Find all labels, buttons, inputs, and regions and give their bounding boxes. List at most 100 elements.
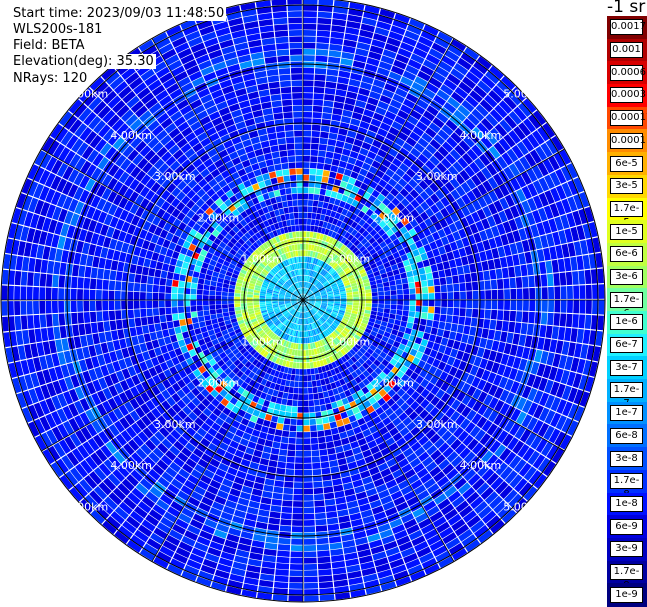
ppi-cell (454, 257, 463, 267)
ppi-cell (387, 242, 395, 250)
ppi-cell (540, 142, 553, 158)
ppi-cell (597, 268, 604, 284)
ppi-cell (332, 288, 339, 292)
ppi-cell (309, 263, 313, 270)
ppi-cell (292, 519, 303, 526)
ppi-cell (361, 17, 377, 27)
ppi-cell (573, 194, 584, 210)
ppi-cell (171, 286, 178, 294)
ppi-cell (33, 272, 41, 287)
ppi-cell (429, 139, 441, 150)
ppi-cell (313, 279, 318, 285)
ppi-cell (419, 115, 432, 127)
ppi-cell (368, 165, 378, 175)
ppi-cell (98, 332, 107, 344)
ppi-cell (290, 374, 296, 381)
ppi-cell (310, 270, 314, 277)
ppi-cell (380, 143, 391, 153)
ppi-cell (554, 216, 564, 231)
ppi-cell (413, 158, 425, 169)
ppi-cell (292, 400, 298, 407)
ppi-cell (326, 258, 333, 265)
ppi-cell (403, 300, 410, 306)
ppi-cell (420, 65, 434, 77)
ppi-cell (457, 157, 469, 169)
ppi-cell (361, 275, 369, 281)
ppi-cell (368, 259, 376, 266)
ppi-cell (545, 325, 553, 339)
ppi-cell (290, 557, 303, 564)
ppi-cell (532, 210, 542, 224)
ppi-cell (177, 287, 185, 294)
ppi-cell (324, 284, 331, 289)
ppi-cell (319, 594, 335, 601)
ppi-cell (316, 380, 322, 387)
ppi-cell (537, 126, 550, 142)
ppi-cell (305, 250, 309, 257)
ppi-cell (465, 178, 477, 190)
ppi-cell (341, 52, 355, 60)
ppi-cell (344, 33, 359, 42)
ppi-cell (367, 97, 379, 106)
ppi-cell (180, 325, 188, 333)
ppi-cell (204, 315, 211, 321)
ppi-cell (303, 193, 309, 200)
ppi-cell (346, 197, 354, 205)
ppi-cell (304, 262, 307, 269)
ppi-cell (321, 301, 328, 304)
ppi-cell (331, 231, 337, 239)
ppi-cell (446, 251, 455, 261)
ppi-cell (597, 315, 604, 331)
ppi-cell (313, 226, 319, 233)
ppi-cell (315, 295, 321, 298)
ppi-cell (430, 264, 438, 273)
ppi-cell (394, 274, 401, 281)
ppi-cell (509, 205, 520, 218)
ppi-cell (402, 259, 410, 267)
ppi-cell (95, 289, 102, 300)
ppi-cell (313, 493, 324, 501)
ppi-cell (309, 300, 315, 302)
ppi-cell (548, 155, 560, 171)
ppi-cell (196, 305, 203, 312)
ppi-cell (383, 308, 391, 314)
ppi-cell (373, 198, 382, 207)
ppi-cell (331, 114, 342, 122)
ppi-cell (228, 292, 235, 297)
ppi-cell (336, 503, 348, 511)
ppi-cell (272, 594, 288, 601)
ppi-cell (276, 467, 286, 475)
ppi-cell (322, 234, 328, 242)
ppi-cell (439, 218, 448, 229)
ppi-cell (33, 286, 40, 300)
ppi-cell (330, 31, 345, 39)
ppi-cell (315, 525, 328, 532)
ppi-cell (396, 202, 406, 212)
ppi-cell (574, 343, 583, 358)
ppi-cell (127, 300, 134, 310)
ppi-cell (400, 198, 410, 207)
ppi-cell (174, 266, 182, 274)
ppi-cell (417, 246, 426, 255)
ppi-cell (305, 288, 308, 295)
ppi-cell (453, 283, 460, 292)
ppi-cell (334, 264, 340, 271)
ppi-cell (152, 284, 160, 293)
ppi-cell (403, 246, 412, 254)
ppi-cell (460, 291, 466, 300)
ppi-cell (305, 343, 309, 350)
ppi-cell (414, 184, 424, 195)
ppi-cell (378, 179, 388, 188)
ppi-cell (410, 209, 420, 219)
ppi-cell (458, 316, 466, 325)
ppi-cell (518, 228, 528, 241)
ppi-cell (526, 263, 534, 276)
ppi-cell (476, 241, 485, 253)
ppi-cell (507, 91, 522, 106)
ppi-cell (326, 243, 332, 250)
ppi-cell (304, 281, 307, 288)
ppi-cell (353, 259, 361, 266)
ppi-cell (423, 243, 432, 253)
ppi-cell (327, 203, 334, 211)
ppi-cell (260, 425, 269, 434)
